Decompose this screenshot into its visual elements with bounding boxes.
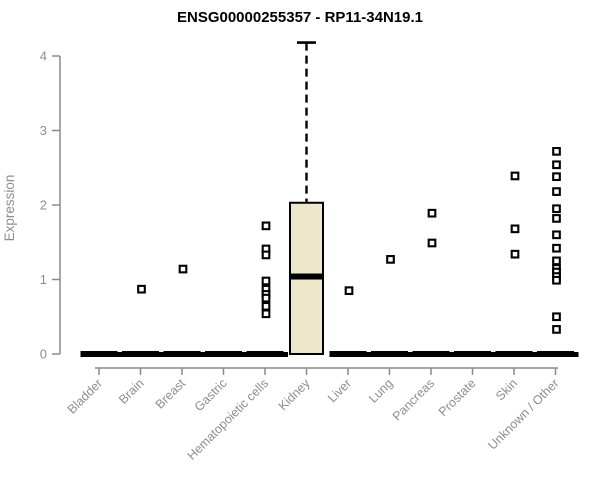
zero-outlier-nub <box>282 352 288 357</box>
expression-point <box>552 256 561 266</box>
zero-expression-bar <box>205 351 242 357</box>
y-tick-label: 1 <box>40 272 47 287</box>
zero-outlier-nub <box>241 352 247 357</box>
zero-expression-bar <box>371 351 408 357</box>
expression-point <box>510 224 520 234</box>
expression-point <box>261 221 271 231</box>
x-tick-label: Skin <box>493 376 520 403</box>
y-axis-title: Expression <box>2 175 17 242</box>
x-tick-label: Liver <box>325 376 354 405</box>
zero-expression-bar <box>495 351 533 357</box>
expression-point <box>552 172 561 182</box>
zero-outlier-nub <box>365 352 371 357</box>
zero-outlier-nub <box>531 352 537 357</box>
zero-expression-bar <box>329 351 367 357</box>
chart-title: ENSG00000255357 - RP11-34N19.1 <box>177 9 423 26</box>
x-tick-label: Hematopoietic cells <box>185 376 272 463</box>
expression-point <box>427 238 437 248</box>
x-tick-label: Bladder <box>65 376 105 416</box>
x-tick-label: Kidney <box>276 376 313 413</box>
zero-expression-bar <box>454 351 491 357</box>
y-tick-label: 2 <box>40 198 47 213</box>
zero-outlier-nub <box>490 352 496 357</box>
expression-point <box>552 230 561 240</box>
expression-point <box>137 284 146 294</box>
x-tick-label: Gastric <box>192 376 230 414</box>
expression-point <box>261 301 271 311</box>
median-line <box>290 273 323 280</box>
x-tick-label: Lung <box>366 376 396 406</box>
y-tick-label: 0 <box>40 347 47 362</box>
zero-outlier-nub <box>448 352 454 357</box>
expression-point <box>510 171 520 181</box>
expression-point <box>552 275 561 285</box>
expression-point <box>261 250 271 260</box>
x-tick-label: Breast <box>153 376 189 412</box>
expression-point <box>261 309 271 319</box>
zero-outlier-nub <box>199 352 205 357</box>
zero-expression-bar <box>122 351 159 357</box>
x-tick-label: Prostate <box>436 376 479 419</box>
x-tick-label: Pancreas <box>390 376 437 423</box>
expression-point <box>552 187 561 196</box>
x-tick-label: Unknown / Other <box>485 376 561 452</box>
expression-point <box>261 276 271 286</box>
zero-expression-bar <box>246 351 284 357</box>
zero-expression-bar <box>80 351 118 357</box>
zero-outlier-nub <box>407 352 413 357</box>
zero-expression-bar <box>163 351 201 357</box>
expression-point <box>344 286 354 296</box>
x-tick-label: Brain <box>116 376 147 407</box>
zero-expression-bar <box>537 351 574 357</box>
zero-outlier-nub <box>116 352 122 357</box>
plot-area: 0 1 2 3 4 Bladder Brain Breast GastricHematopoie… <box>40 41 579 463</box>
expression-point <box>178 264 188 274</box>
y-tick-label: 3 <box>40 123 47 138</box>
expression-point <box>552 325 561 334</box>
zero-outlier-nub <box>158 352 164 357</box>
expression-point <box>552 312 561 322</box>
expression-point <box>552 147 561 156</box>
expression-point <box>552 214 561 223</box>
expression-point <box>552 204 561 214</box>
y-tick-label: 4 <box>40 49 47 64</box>
expression-point <box>427 208 437 218</box>
expression-point <box>261 293 271 303</box>
zero-expression-bar <box>412 351 450 357</box>
expression-point <box>552 160 561 170</box>
expression-point <box>386 255 395 264</box>
zero-outlier-nub <box>573 352 579 357</box>
expression-point <box>510 249 520 259</box>
expression-point <box>552 243 561 253</box>
